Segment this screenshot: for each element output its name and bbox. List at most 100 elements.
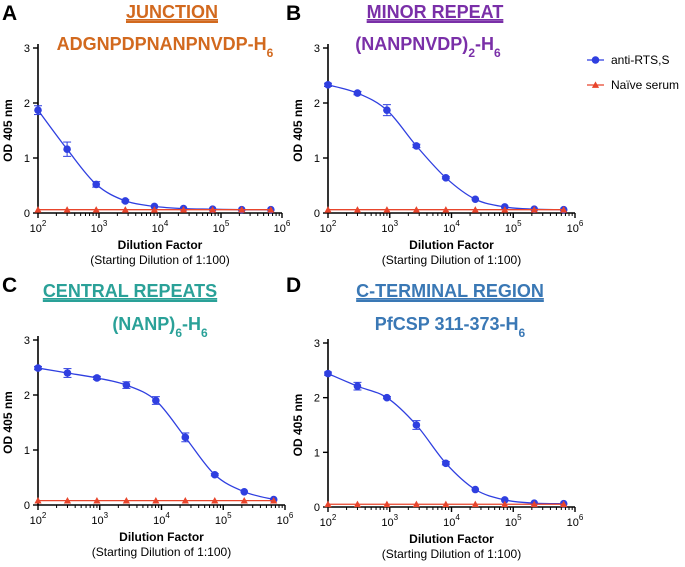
legend-marker: [591, 81, 600, 88]
subtitle-tail-subscript: 6: [494, 46, 501, 60]
fit-curve: [37, 367, 274, 501]
data-point: [63, 206, 71, 213]
data-point: [238, 206, 246, 213]
panel-title: C-TERMINAL REGION: [356, 281, 544, 301]
x-tick-base: 10: [381, 223, 393, 235]
data-point: [209, 206, 217, 213]
y-tick-label: 3: [314, 43, 320, 55]
data-point: [412, 142, 421, 150]
data-point: [121, 197, 130, 205]
x-tick-label: 106: [274, 219, 291, 235]
series-naive-serum: [324, 206, 568, 213]
subtitle-main: (NANP): [112, 314, 175, 334]
data-point: [324, 369, 332, 378]
y-tick-label: 0: [314, 502, 320, 514]
x-tick-label: 102: [30, 511, 47, 527]
data-point: [34, 364, 42, 372]
series-anti-rtss: [34, 364, 278, 504]
data-point: [500, 496, 509, 504]
fit-curve: [327, 84, 564, 211]
fit-curve: [37, 109, 271, 211]
y-tick-label: 0: [314, 208, 320, 220]
data-point: [121, 206, 129, 213]
x-tick-exponent: 2: [42, 219, 47, 228]
data-point: [412, 421, 421, 429]
x-tick-exponent: 2: [42, 511, 47, 520]
data-point: [181, 433, 190, 442]
x-tick-exponent: 2: [332, 219, 337, 228]
subtitle-main: (NANPNVDP): [355, 34, 468, 54]
legend: anti-RTS,S Naïve serum: [587, 53, 679, 92]
x-tick-label: 103: [381, 219, 398, 235]
data-point: [152, 497, 160, 504]
x-tick-base: 10: [567, 517, 579, 529]
x-tick-base: 10: [213, 223, 225, 235]
x-tick-label: 105: [215, 511, 232, 527]
x-tick-label: 105: [213, 219, 230, 235]
panel-title: JUNCTION: [126, 2, 218, 22]
x-tick-label: 105: [505, 513, 522, 529]
data-point: [442, 174, 450, 182]
x-axis-sublabel: (Starting Dilution of 1:100): [382, 253, 521, 267]
data-point: [353, 206, 362, 213]
x-tick-exponent: 4: [165, 511, 170, 520]
x-tick-exponent: 6: [579, 513, 584, 522]
data-point: [442, 500, 450, 508]
x-tick-base: 10: [152, 223, 164, 235]
x-tick-base: 10: [505, 223, 517, 235]
subtitle-subscript: 2: [468, 46, 475, 60]
data-point: [530, 206, 538, 213]
x-axis-label: Dilution Factor: [119, 530, 204, 544]
x-tick-exponent: 4: [164, 219, 169, 228]
x-tick-base: 10: [320, 223, 332, 235]
data-point: [122, 497, 130, 504]
panel-subtitle: (NANPNVDP)2-H6: [355, 34, 501, 60]
data-point: [324, 81, 332, 89]
x-tick-base: 10: [320, 517, 332, 529]
x-tick-label: 102: [320, 219, 337, 235]
data-point: [34, 206, 42, 213]
x-tick-base: 10: [443, 223, 455, 235]
data-point: [122, 381, 131, 389]
legend-marker: [591, 56, 600, 64]
data-point: [152, 396, 160, 405]
y-tick-label: 0: [24, 208, 30, 220]
x-axis-sublabel: (Starting Dilution of 1:100): [90, 253, 229, 267]
x-axis-sublabel: (Starting Dilution of 1:100): [382, 547, 521, 561]
x-tick-exponent: 5: [517, 219, 522, 228]
x-tick-base: 10: [505, 517, 517, 529]
data-point: [383, 206, 391, 213]
data-point: [34, 497, 42, 504]
x-tick-label: 102: [320, 513, 337, 529]
data-point: [240, 497, 248, 504]
x-tick-label: 106: [567, 219, 584, 235]
y-tick-label: 1: [24, 153, 30, 165]
panel-subtitle: ADGNPDPNANPNVDP-H6: [57, 34, 274, 60]
x-tick-base: 10: [30, 223, 42, 235]
x-tick-base: 10: [91, 223, 103, 235]
x-tick-exponent: 6: [579, 219, 584, 228]
y-tick-label: 3: [24, 43, 30, 55]
data-point: [324, 500, 332, 508]
x-tick-exponent: 5: [227, 511, 232, 520]
data-point: [210, 470, 219, 479]
data-point: [93, 374, 101, 382]
x-tick-base: 10: [567, 223, 579, 235]
data-point: [353, 382, 362, 390]
data-point: [181, 497, 189, 504]
y-tick-label: 2: [24, 98, 30, 110]
data-point: [530, 500, 538, 508]
x-tick-base: 10: [381, 517, 393, 529]
subtitle-subscript: 6: [175, 326, 182, 340]
data-point: [240, 488, 249, 496]
x-tick-base: 10: [30, 515, 42, 527]
x-tick-exponent: 2: [332, 513, 337, 522]
subtitle-tail: -H: [475, 34, 494, 54]
y-tick-label: 3: [314, 338, 320, 350]
data-point: [63, 369, 72, 377]
data-point: [412, 500, 420, 508]
x-tick-exponent: 3: [394, 513, 399, 522]
x-tick-exponent: 4: [455, 513, 460, 522]
